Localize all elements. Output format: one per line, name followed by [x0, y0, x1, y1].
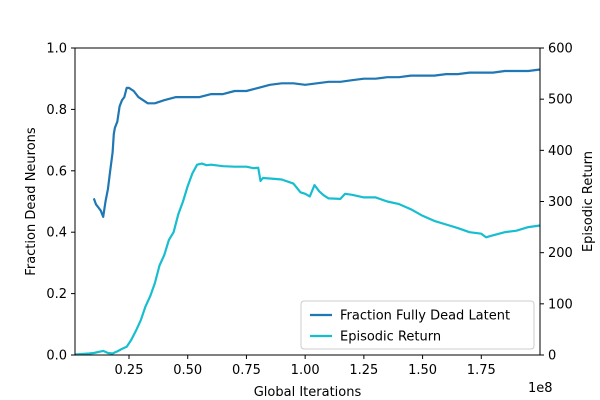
y-right-tick-label: 400 — [548, 144, 573, 159]
y-right-tick-label: 300 — [548, 195, 573, 210]
y-right-tick-label: 100 — [548, 297, 573, 312]
y-left-axis-label: Fraction Dead Neurons — [24, 127, 39, 276]
x-tick-label: 1.75 — [467, 363, 496, 378]
y-right-tick-label: 200 — [548, 246, 573, 261]
y-left-tick-label: 0.0 — [46, 349, 67, 364]
x-tick-label: 0.50 — [173, 363, 202, 378]
legend-label-1: Episodic Return — [340, 330, 441, 345]
y-left-tick-label: 0.8 — [46, 103, 67, 118]
x-tick-label: 0.75 — [232, 363, 261, 378]
y-left-tick-label: 0.2 — [46, 287, 67, 302]
y-left-tick-label: 0.6 — [46, 164, 67, 179]
y-left-tick-label: 1.0 — [46, 42, 67, 57]
series-line-1 — [74, 162, 541, 356]
legend-label-0: Fraction Fully Dead Latent — [340, 309, 510, 324]
y-right-axis-label: Episodic Return — [581, 151, 596, 252]
x-tick-label: 1.50 — [408, 363, 437, 378]
y-right-tick-label: 0 — [548, 349, 556, 364]
y-right-tick-label: 600 — [548, 42, 573, 57]
y-left-tick-label: 0.4 — [46, 226, 67, 241]
series-lines — [74, 68, 541, 356]
x-axis-multiplier: 1e8 — [528, 381, 553, 396]
y-right-tick-label: 500 — [548, 93, 573, 108]
legend-box — [300, 300, 535, 350]
series-line-0 — [92, 68, 541, 218]
x-tick-label: 1.25 — [349, 363, 378, 378]
x-tick-label: 0.25 — [115, 363, 144, 378]
x-axis-label: Global Iterations — [254, 385, 362, 400]
axes: 0.25 0.50 0.75 1.00 1.25 1.50 1.750.00.20.40.6… — [24, 42, 596, 400]
x-tick-label: 1.00 — [291, 363, 320, 378]
legend: Fraction Fully Dead Latent Episodic Retur… — [300, 300, 535, 350]
